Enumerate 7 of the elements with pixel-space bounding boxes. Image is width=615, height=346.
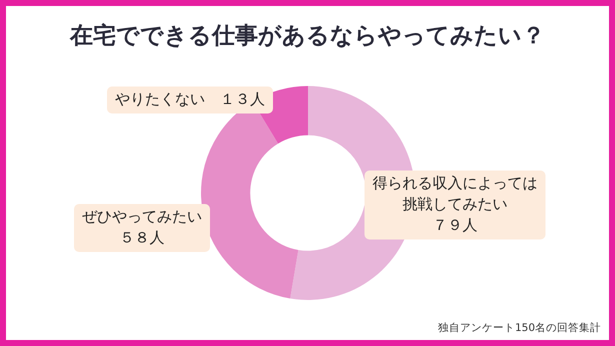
slice-label: やりたくない １３人 bbox=[115, 90, 265, 108]
text: 独自アンケート150名の回答集計 bbox=[438, 321, 601, 335]
slice-label: ぜひやってみたい bbox=[82, 207, 202, 226]
data-label: ７９人 bbox=[432, 216, 478, 234]
data-label: ５８人 bbox=[120, 228, 164, 246]
slice-label: 得られる収入によっては挑戦してみたい bbox=[372, 174, 538, 213]
chart-title: 在宅でできる仕事があるならやってみたい？ bbox=[68, 22, 546, 51]
